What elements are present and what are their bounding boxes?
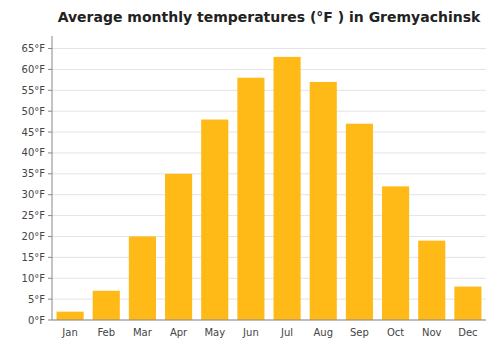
tick-mark	[48, 215, 52, 216]
tick-label: 35°F	[22, 168, 46, 179]
grid-line	[52, 48, 486, 49]
grid-line	[52, 152, 486, 153]
bar	[201, 120, 228, 320]
x-axis: Jan Feb Mar Apr May Jun Jul Aug Sep Oct Nov Dec	[61, 327, 477, 338]
tick-label: Apr	[170, 327, 188, 338]
bar	[237, 78, 264, 320]
grid-line	[52, 236, 486, 237]
tick-label: Nov	[422, 327, 442, 338]
grid-line	[52, 111, 486, 112]
bar	[165, 174, 192, 320]
x-axis-line	[52, 320, 486, 321]
tick-label: 10°F	[22, 273, 46, 284]
tick-label: Oct	[387, 327, 404, 338]
chart-container: Average monthly temperatures (°F ) in Gr…	[0, 0, 500, 350]
bar	[382, 186, 409, 320]
tick-label: Mar	[133, 327, 153, 338]
tick-label: 5°F	[28, 294, 45, 305]
grid-line	[52, 132, 486, 133]
tick-label: Aug	[313, 327, 333, 338]
tick-mark	[48, 257, 52, 258]
bar	[310, 82, 337, 320]
tick-mark	[48, 299, 52, 300]
tick-label: 30°F	[22, 189, 46, 200]
grid-line	[52, 215, 486, 216]
tick-label: Dec	[458, 327, 477, 338]
tick-mark	[48, 320, 52, 321]
tick-label: 20°F	[22, 231, 46, 242]
tick-mark	[48, 152, 52, 153]
grid-line	[52, 173, 486, 174]
tick-label: 40°F	[22, 147, 46, 158]
bar	[346, 124, 373, 320]
bars	[57, 57, 482, 320]
tick-label: Jun	[242, 327, 259, 338]
grid-line	[52, 69, 486, 70]
bar	[454, 287, 481, 320]
grid-line	[52, 320, 486, 321]
grid-line	[52, 194, 486, 195]
bar	[418, 241, 445, 320]
tick-label: 45°F	[22, 127, 46, 138]
bar	[93, 291, 120, 320]
tick-mark	[48, 278, 52, 279]
grid-line	[52, 90, 486, 91]
tick-mark	[48, 132, 52, 133]
tick-mark	[48, 69, 52, 70]
tick-mark	[48, 48, 52, 49]
bar	[57, 312, 84, 320]
chart-svg: Average monthly temperatures (°F ) in Gr…	[0, 0, 500, 350]
bar	[129, 236, 156, 320]
page: {"chart_data": {"type": "bar", "title": …	[0, 0, 500, 350]
tick-label: 50°F	[22, 106, 46, 117]
tick-label: 55°F	[22, 85, 46, 96]
tick-mark	[48, 111, 52, 112]
y-axis-line	[52, 36, 53, 320]
tick-mark	[48, 173, 52, 174]
tick-mark	[48, 90, 52, 91]
tick-label: 0°F	[28, 315, 45, 326]
y-axis: 0°F 5°F 10°F 15°F 20°F 25°F 30°F 35°F 40°F 45°F 50…	[22, 43, 486, 325]
tick-label: Jan	[61, 327, 77, 338]
tick-label: 25°F	[22, 210, 46, 221]
tick-label: Feb	[97, 327, 115, 338]
tick-mark	[48, 236, 52, 237]
title: Average monthly temperatures (°F ) in Gr…	[58, 9, 481, 25]
tick-label: 15°F	[22, 252, 46, 263]
tick-label: Jul	[280, 327, 293, 338]
tick-label: 65°F	[22, 43, 46, 54]
tick-mark	[48, 194, 52, 195]
tick-label: 60°F	[22, 64, 46, 75]
bar	[274, 57, 301, 320]
tick-label: May	[204, 327, 225, 338]
tick-label: Sep	[350, 327, 369, 338]
